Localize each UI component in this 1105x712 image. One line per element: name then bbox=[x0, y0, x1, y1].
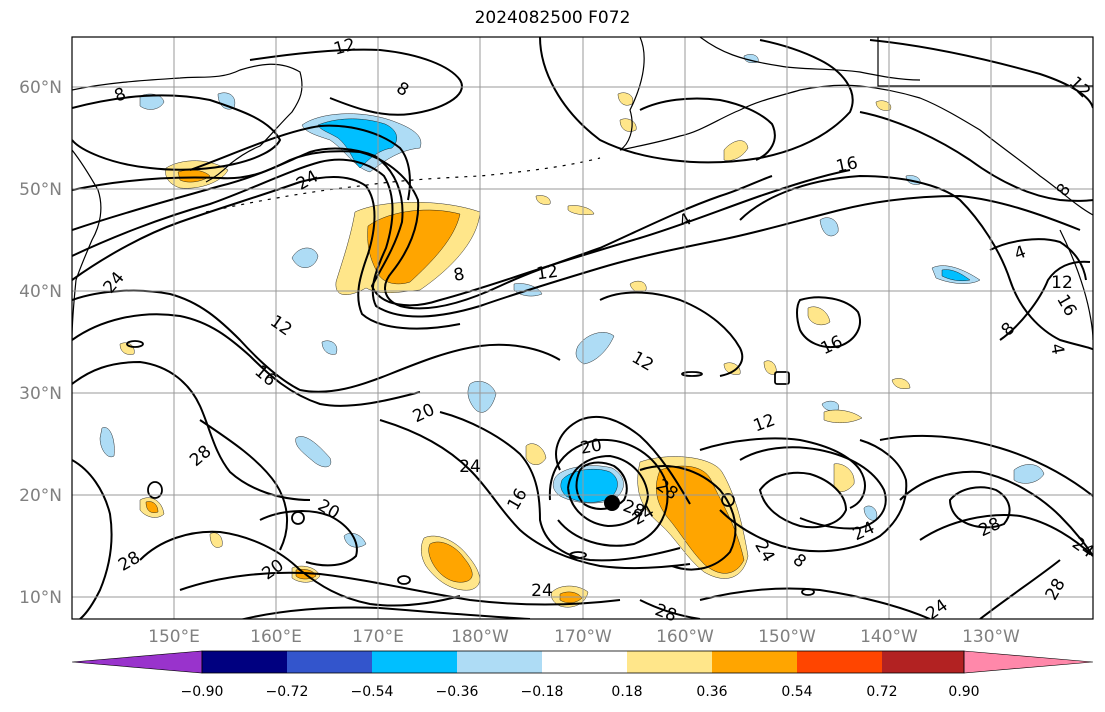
contour-label: 4 bbox=[1012, 242, 1029, 264]
contour-label: 24 bbox=[293, 167, 322, 195]
colorbar-frame bbox=[201, 650, 965, 674]
lat-label: 20°N bbox=[19, 486, 62, 506]
kamchatka-coast bbox=[72, 63, 303, 183]
lon-label: 150°W bbox=[758, 627, 816, 647]
contour-label: 24 bbox=[531, 581, 553, 601]
map-title: 2024082500 F072 bbox=[474, 8, 631, 28]
contour-label: 28 bbox=[115, 548, 144, 576]
lon-label: 160°W bbox=[656, 627, 714, 647]
colorbar-bin bbox=[287, 651, 372, 673]
contour-label: 20 bbox=[410, 400, 438, 427]
lat-label: 60°N bbox=[19, 78, 62, 98]
orange-area-subtropic bbox=[656, 465, 745, 574]
lon-label: 140°W bbox=[860, 627, 918, 647]
alaska-coast bbox=[619, 37, 1093, 216]
contour-label: 12 bbox=[751, 410, 778, 436]
contour-label: 8 bbox=[393, 78, 412, 101]
contour-label: 8 bbox=[998, 319, 1020, 341]
lat-label: 10°N bbox=[19, 588, 62, 608]
lon-label: 170°W bbox=[554, 627, 612, 647]
colorbar-bin bbox=[202, 651, 287, 673]
positive-anomaly-areas bbox=[119, 92, 911, 608]
colorbar-bin bbox=[797, 651, 882, 673]
contour-label: 12 bbox=[628, 348, 657, 376]
contour-label: 16 bbox=[834, 153, 859, 177]
contour-label: 8 bbox=[452, 264, 466, 286]
contour-label: 12 bbox=[1065, 73, 1094, 102]
colorbar-bin bbox=[457, 651, 542, 673]
contour-label: 8 bbox=[789, 550, 810, 572]
colorbar-label: −0.36 bbox=[436, 684, 479, 700]
cyan-area-aleutian bbox=[317, 118, 397, 169]
lon-label: 170°E bbox=[352, 627, 404, 647]
contour-label: 20 bbox=[314, 496, 343, 524]
contour-label: 28 bbox=[652, 600, 679, 626]
contour-label: 4 bbox=[1046, 342, 1068, 356]
contour-label: 20 bbox=[259, 556, 288, 585]
arctic-coast bbox=[699, 37, 921, 81]
lon-axis-labels: 150°E 160°E 170°E 180°W 170°W 160°W 150°… bbox=[148, 627, 1020, 647]
lat-label: 40°N bbox=[19, 282, 62, 302]
colorbar: −0.90 −0.72 −0.54 −0.36 −0.18 0.18 0.36 … bbox=[71, 650, 1094, 700]
canada-border bbox=[877, 37, 1093, 87]
shaded-field bbox=[99, 54, 1045, 608]
contour-labels: 12 8 8 12 8 24 16 8 4 4 12 12 12 16 16 8… bbox=[100, 35, 1098, 627]
colorbar-label: −0.90 bbox=[181, 684, 224, 700]
colorbar-label: 0.18 bbox=[611, 684, 642, 700]
contour-label: 16 bbox=[1052, 291, 1080, 320]
storm-center-marker bbox=[604, 495, 620, 511]
colorbar-label: 0.54 bbox=[781, 684, 812, 700]
contour-label: 24 bbox=[750, 537, 778, 566]
colorbar-label: −0.72 bbox=[266, 684, 309, 700]
colorbar-bin bbox=[712, 651, 797, 673]
colorbar-bin bbox=[882, 651, 964, 673]
contour-label: 16 bbox=[504, 485, 532, 514]
contour-lines bbox=[72, 37, 1093, 619]
colorbar-bin bbox=[627, 651, 712, 673]
contour-label: 24 bbox=[923, 596, 952, 625]
asia-coast bbox=[72, 149, 102, 341]
colorbar-label: −0.18 bbox=[521, 684, 564, 700]
orange-area-south bbox=[428, 541, 473, 583]
contour-label: 24 bbox=[459, 457, 481, 477]
colorbar-label: 0.36 bbox=[696, 684, 727, 700]
colorbar-extend-high bbox=[963, 650, 1094, 674]
contour-label: 8 bbox=[1053, 180, 1076, 200]
colorbar-bin bbox=[542, 651, 627, 673]
plot-frame bbox=[71, 36, 1094, 620]
lon-label: 160°E bbox=[250, 627, 302, 647]
colorbar-bin bbox=[372, 651, 457, 673]
contour-label: 28 bbox=[1042, 575, 1070, 604]
lat-axis-labels: 60°N 50°N 40°N 30°N 20°N 10°N bbox=[19, 78, 62, 608]
colorbar-label: 0.72 bbox=[866, 684, 897, 700]
lon-label: 180°W bbox=[451, 627, 509, 647]
contour-label: 12 bbox=[535, 262, 559, 285]
small-contours bbox=[126, 340, 815, 596]
colorbar-extend-low bbox=[71, 650, 203, 674]
lat-label: 30°N bbox=[19, 384, 62, 404]
lon-label: 130°W bbox=[962, 627, 1020, 647]
contour-label: 12 bbox=[332, 35, 358, 60]
contour-label: 28 bbox=[186, 442, 215, 471]
contour-label: 12 bbox=[1051, 273, 1073, 293]
lon-label: 150°E bbox=[148, 627, 200, 647]
coastlines bbox=[72, 37, 1093, 341]
colorbar-label: 0.90 bbox=[948, 684, 979, 700]
lat-lon-grid bbox=[72, 37, 1093, 619]
contour-label: 20 bbox=[579, 435, 604, 458]
colorbar-label: −0.54 bbox=[351, 684, 394, 700]
lat-label: 50°N bbox=[19, 180, 62, 200]
contour-label: 16 bbox=[818, 332, 846, 359]
contour-label: 12 bbox=[266, 312, 295, 341]
